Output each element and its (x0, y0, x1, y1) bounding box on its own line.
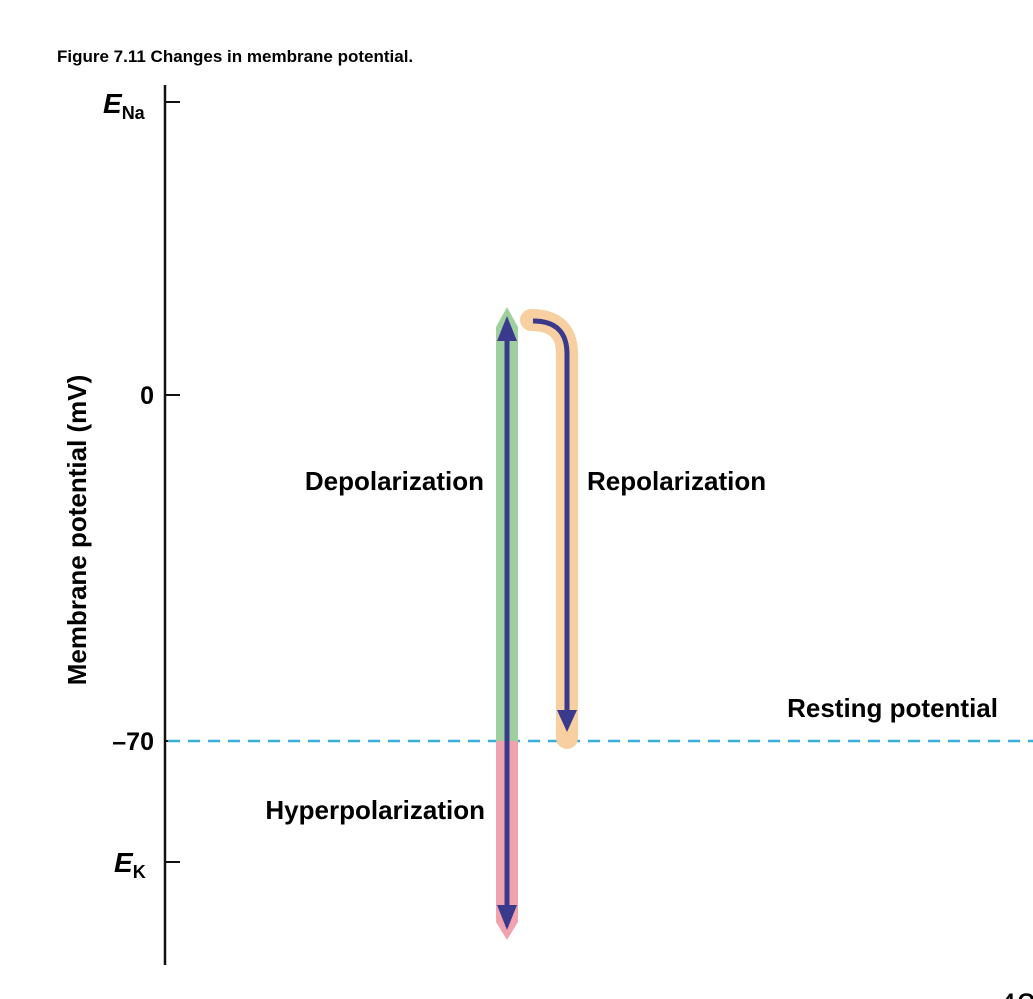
depolarization-label: Depolarization (305, 466, 484, 496)
repolarization-label: Repolarization (587, 466, 766, 496)
arrow-down-head (497, 905, 517, 930)
tick-label-e-k: EK (114, 847, 146, 882)
y-axis-label: Membrane potential (mV) (62, 375, 92, 686)
repolarization-band (520, 309, 578, 749)
repolarization-arrow-head (557, 710, 577, 732)
figure-caption: Figure 7.11 Changes in membrane potentia… (57, 47, 413, 66)
repolarization-arrow-shaft (532, 318, 570, 714)
tick-label-zero: 0 (140, 382, 154, 410)
arrow-up-head (497, 316, 517, 341)
resting-potential-label: Resting potential (787, 693, 998, 723)
tick-label-e-na: ENa (103, 88, 146, 123)
tick-label-resting: –70 (112, 728, 154, 756)
page-number: 42 (998, 987, 1033, 999)
hyperpolarization-label: Hyperpolarization (265, 795, 485, 825)
